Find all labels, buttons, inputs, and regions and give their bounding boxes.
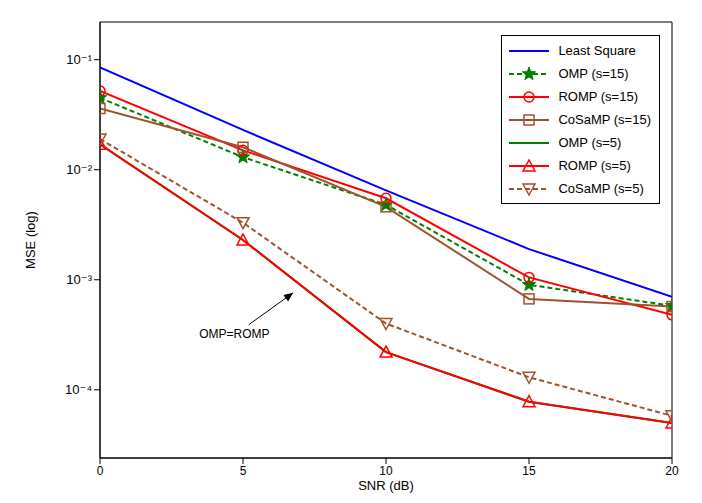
html-text:CoSaMP (s=5): CoSaMP (s=5) <box>558 181 644 196</box>
html-text:OMP (s=5): OMP (s=5) <box>558 135 622 150</box>
svg-text:5: 5 <box>240 464 247 478</box>
svg-text:SNR (dB): SNR (dB) <box>358 478 414 493</box>
svg-text:15: 15 <box>522 464 536 478</box>
svg-text:10⁻³: 10⁻³ <box>66 272 92 287</box>
svg-text:20: 20 <box>665 464 679 478</box>
html-text:ROMP (s=15): ROMP (s=15) <box>558 89 638 104</box>
svg-text:MSE (log): MSE (log) <box>23 211 38 269</box>
html-text:OMP (s=15): OMP (s=15) <box>558 66 629 81</box>
html-text:CoSaMP (s=15): CoSaMP (s=15) <box>558 112 651 127</box>
html-text:Least Square: Least Square <box>558 43 636 58</box>
svg-text:0: 0 <box>97 464 104 478</box>
svg-text:10: 10 <box>379 464 393 478</box>
svg-text:10⁻¹: 10⁻¹ <box>66 52 92 67</box>
svg-text:OMP=ROMP: OMP=ROMP <box>199 327 269 341</box>
svg-text:10⁻²: 10⁻² <box>66 162 92 177</box>
svg-text:10⁻⁴: 10⁻⁴ <box>65 382 92 397</box>
html-text:ROMP (s=5): ROMP (s=5) <box>558 158 631 173</box>
